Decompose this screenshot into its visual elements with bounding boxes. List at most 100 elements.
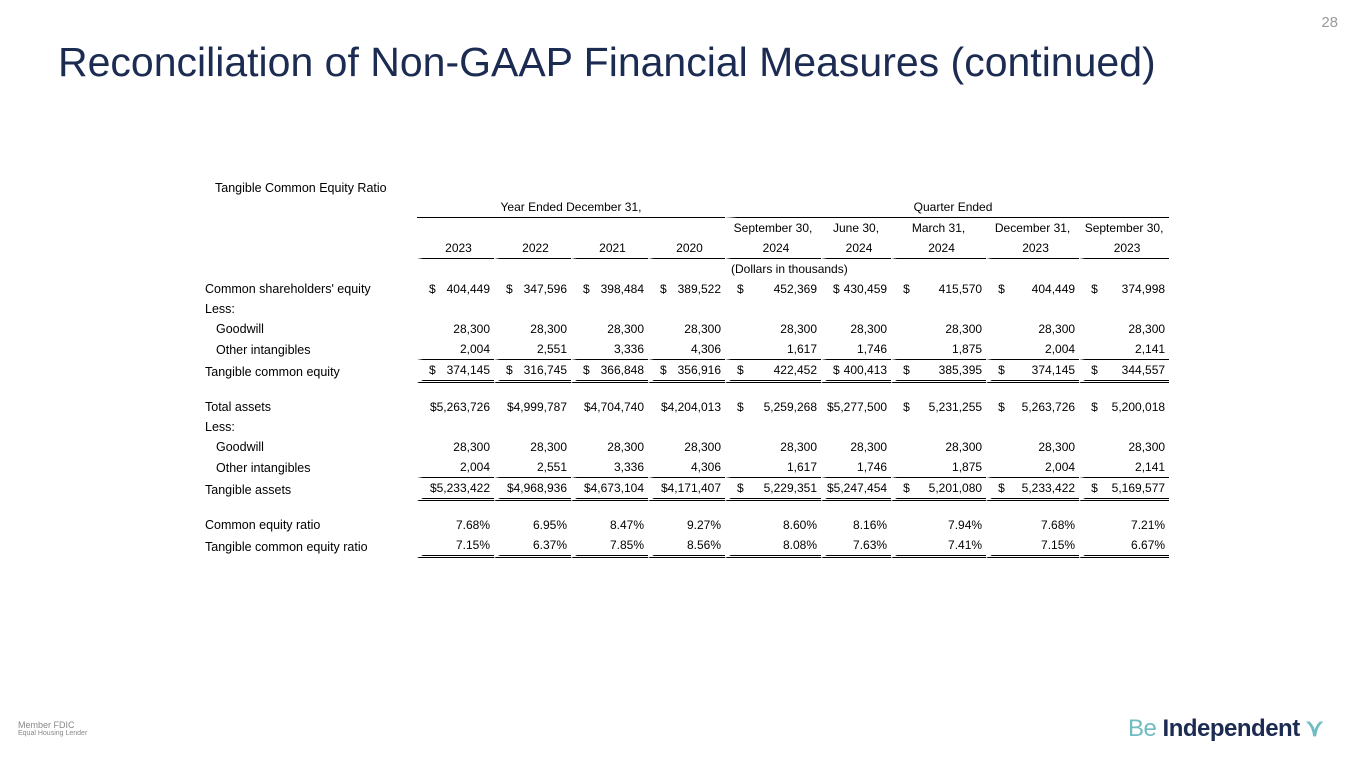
column-header	[494, 218, 571, 238]
cell-value: 28,300	[986, 437, 1079, 457]
cell-value	[986, 417, 1079, 437]
cell-value: $5,263,726	[417, 397, 494, 417]
column-header: June 30,	[833, 221, 880, 235]
cell-value: 2,141	[1079, 339, 1170, 360]
cell-value: $4,999,787	[494, 397, 571, 417]
cell-value: $430,459	[821, 279, 891, 299]
cell-value: 28,300	[1079, 319, 1169, 339]
table-row: Less:	[205, 417, 1169, 437]
cell-value: $5,200,018	[1079, 397, 1169, 417]
group-quarter-header: Quarter Ended	[725, 197, 1170, 218]
cell-value: 2,004	[986, 457, 1080, 478]
cell-value: $316,745	[494, 360, 571, 383]
dollar-sign: $	[737, 481, 744, 495]
cell-value: 28,300	[986, 319, 1079, 339]
cell-value: $5,233,422	[417, 478, 494, 501]
table-row: Tangible common equity $374,145 $316,745 $3…	[205, 360, 1170, 383]
column-header: 2020	[648, 238, 725, 259]
dollar-sign: $	[903, 363, 910, 377]
cell-value: 28,300	[571, 319, 648, 339]
cell-value: 1,746	[821, 339, 892, 360]
cell-value: 8.16%	[821, 515, 891, 535]
cell-value: $5,231,255	[891, 397, 986, 417]
dollar-sign: $	[903, 481, 910, 495]
cell-value: 4,306	[648, 457, 725, 478]
cell-value: 28,300	[417, 319, 494, 339]
cell-value: 28,300	[891, 437, 986, 457]
column-header: 2024	[821, 238, 892, 259]
fdic-logo: Member FDIC Equal Housing Lender	[18, 720, 88, 737]
cell-value: $374,998	[1079, 279, 1169, 299]
cell-value: 3,336	[571, 339, 648, 360]
dollar-sign: $	[998, 400, 1005, 414]
cell-value: $374,145	[417, 360, 494, 383]
group-year-header: Year Ended December 31,	[417, 197, 725, 218]
cell-value: $347,596	[494, 279, 571, 299]
row-label: Other intangibles	[216, 460, 311, 475]
column-header: 2023	[986, 238, 1080, 259]
cell-value: 1,746	[821, 457, 892, 478]
cell-value: $5,263,726	[986, 397, 1079, 417]
cell-value: 8.47%	[571, 515, 648, 535]
column-header: 2022	[494, 238, 571, 259]
page-number: 28	[1321, 14, 1338, 31]
cell-value: $5,201,080	[891, 478, 987, 501]
dollar-sign: $	[833, 282, 840, 296]
dollar-sign: $	[737, 363, 744, 377]
dollar-sign: $	[998, 282, 1005, 296]
cell-value: $5,277,500	[821, 397, 891, 417]
dollar-sign: $	[737, 282, 744, 296]
cell-value: 8.56%	[648, 535, 725, 558]
cell-value	[725, 299, 821, 319]
cell-value: $385,395	[891, 360, 987, 383]
cell-value: $400,413	[821, 360, 892, 383]
cell-value	[891, 417, 986, 437]
cell-value	[821, 417, 891, 437]
cell-value: $415,570	[891, 279, 986, 299]
column-header: 2024	[891, 238, 987, 259]
table-row: Common shareholders' equity $404,449 $347,…	[205, 279, 1169, 299]
row-label: Other intangibles	[216, 342, 311, 357]
row-label: Goodwill	[216, 440, 264, 454]
dollar-sign: $	[903, 400, 910, 414]
column-header: 2024	[725, 238, 821, 259]
dollar-sign: $	[429, 363, 436, 377]
cell-value: 28,300	[417, 437, 494, 457]
table-row: Tangible common equity ratio 7.15% 6.37% 7.…	[205, 535, 1170, 558]
dollar-sign: $	[998, 481, 1005, 495]
cell-value: $5,233,422	[986, 478, 1080, 501]
cell-value: 7.68%	[417, 515, 494, 535]
cell-value: 28,300	[1079, 437, 1169, 457]
cell-value: 1,875	[891, 339, 987, 360]
cell-value	[494, 299, 571, 319]
cell-value: 3,336	[571, 457, 648, 478]
column-header: December 31,	[994, 221, 1071, 235]
dollar-sign: $	[903, 282, 910, 296]
cell-value	[417, 417, 494, 437]
cell-value: 2,004	[986, 339, 1080, 360]
cell-value: 7.15%	[417, 535, 494, 558]
cell-value	[571, 299, 648, 319]
cell-value: $374,145	[986, 360, 1080, 383]
cell-value: 7.63%	[821, 535, 892, 558]
column-header: 2023	[1079, 238, 1170, 259]
dollar-sign: $	[429, 282, 436, 296]
cell-value: 8.60%	[725, 515, 821, 535]
cell-value: 6.95%	[494, 515, 571, 535]
cell-value: 28,300	[891, 319, 986, 339]
dollar-sign: $	[1091, 400, 1098, 414]
cell-value: $4,204,013	[648, 397, 725, 417]
cell-value	[821, 299, 891, 319]
cell-value: $389,522	[648, 279, 725, 299]
row-label: Total assets	[205, 400, 272, 414]
cell-value: $398,484	[571, 279, 648, 299]
cell-value	[986, 299, 1079, 319]
cell-value: 28,300	[494, 437, 571, 457]
cell-value: 6.37%	[494, 535, 571, 558]
table-row: Common equity ratio 7.68% 6.95% 8.47% 9.27% 8…	[205, 515, 1169, 535]
dollar-sign: $	[506, 282, 513, 296]
cell-value: $4,968,936	[494, 478, 571, 501]
cell-value: 7.68%	[986, 515, 1079, 535]
cell-value: 2,004	[417, 457, 494, 478]
cell-value: $4,673,104	[571, 478, 648, 501]
